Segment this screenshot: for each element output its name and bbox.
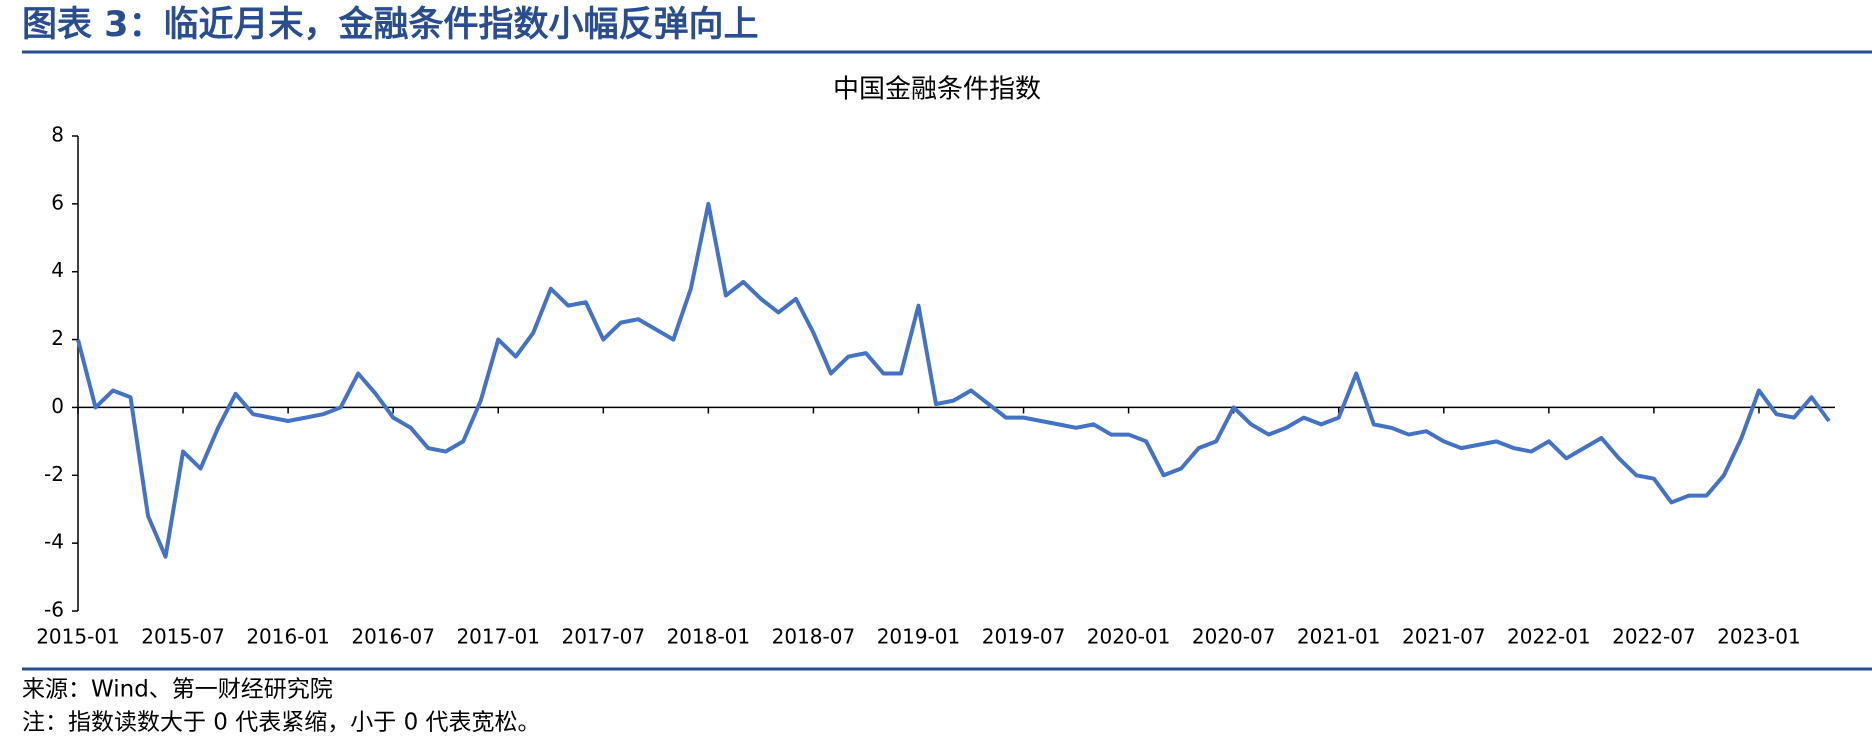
x-tick-label: 2016-07 <box>351 625 435 649</box>
chart-title: 中国金融条件指数 <box>833 75 1041 105</box>
source: 来源：Wind、第一财经研究院 <box>22 677 333 703</box>
x-tick-label: 2021-07 <box>1402 625 1486 649</box>
x-tick-label: 2016-01 <box>246 625 330 649</box>
x-tick-label: 2018-01 <box>667 625 751 649</box>
series-line <box>76 201 1831 559</box>
note: 注：指数读数大于 0 代表紧缩，小于 0 代表宽松。 <box>22 710 541 736</box>
x-tick-label: 2015-01 <box>36 625 120 649</box>
x-tick-label: 2020-01 <box>1087 625 1171 649</box>
x-tick-label: 2015-07 <box>141 625 225 649</box>
x-tick-label: 2017-01 <box>456 625 540 649</box>
x-tick-label: 2021-01 <box>1297 625 1381 649</box>
y-tick-label: 4 <box>51 258 64 282</box>
x-tick-label: 2018-07 <box>772 625 856 649</box>
y-tick-label: 6 <box>51 190 64 214</box>
y-tick-label: -4 <box>44 530 64 554</box>
y-tick-label: 2 <box>51 326 64 350</box>
x-tick-label: 2022-01 <box>1507 625 1591 649</box>
y-tick-label: 8 <box>51 123 64 147</box>
x-tick-label: 2019-07 <box>982 625 1066 649</box>
x-tick-label: 2023-01 <box>1717 625 1801 649</box>
y-tick-label: -6 <box>44 598 64 622</box>
x-tick-label: 2019-01 <box>877 625 961 649</box>
header-title: 图表 3：临近月末，金融条件指数小幅反弹向上 <box>22 4 759 45</box>
x-tick-label: 2017-07 <box>562 625 646 649</box>
y-tick-label: -2 <box>44 462 64 486</box>
x-tick-label: 2022-07 <box>1612 625 1696 649</box>
y-tick-label: 0 <box>51 394 64 418</box>
x-tick-label: 2020-07 <box>1192 625 1276 649</box>
